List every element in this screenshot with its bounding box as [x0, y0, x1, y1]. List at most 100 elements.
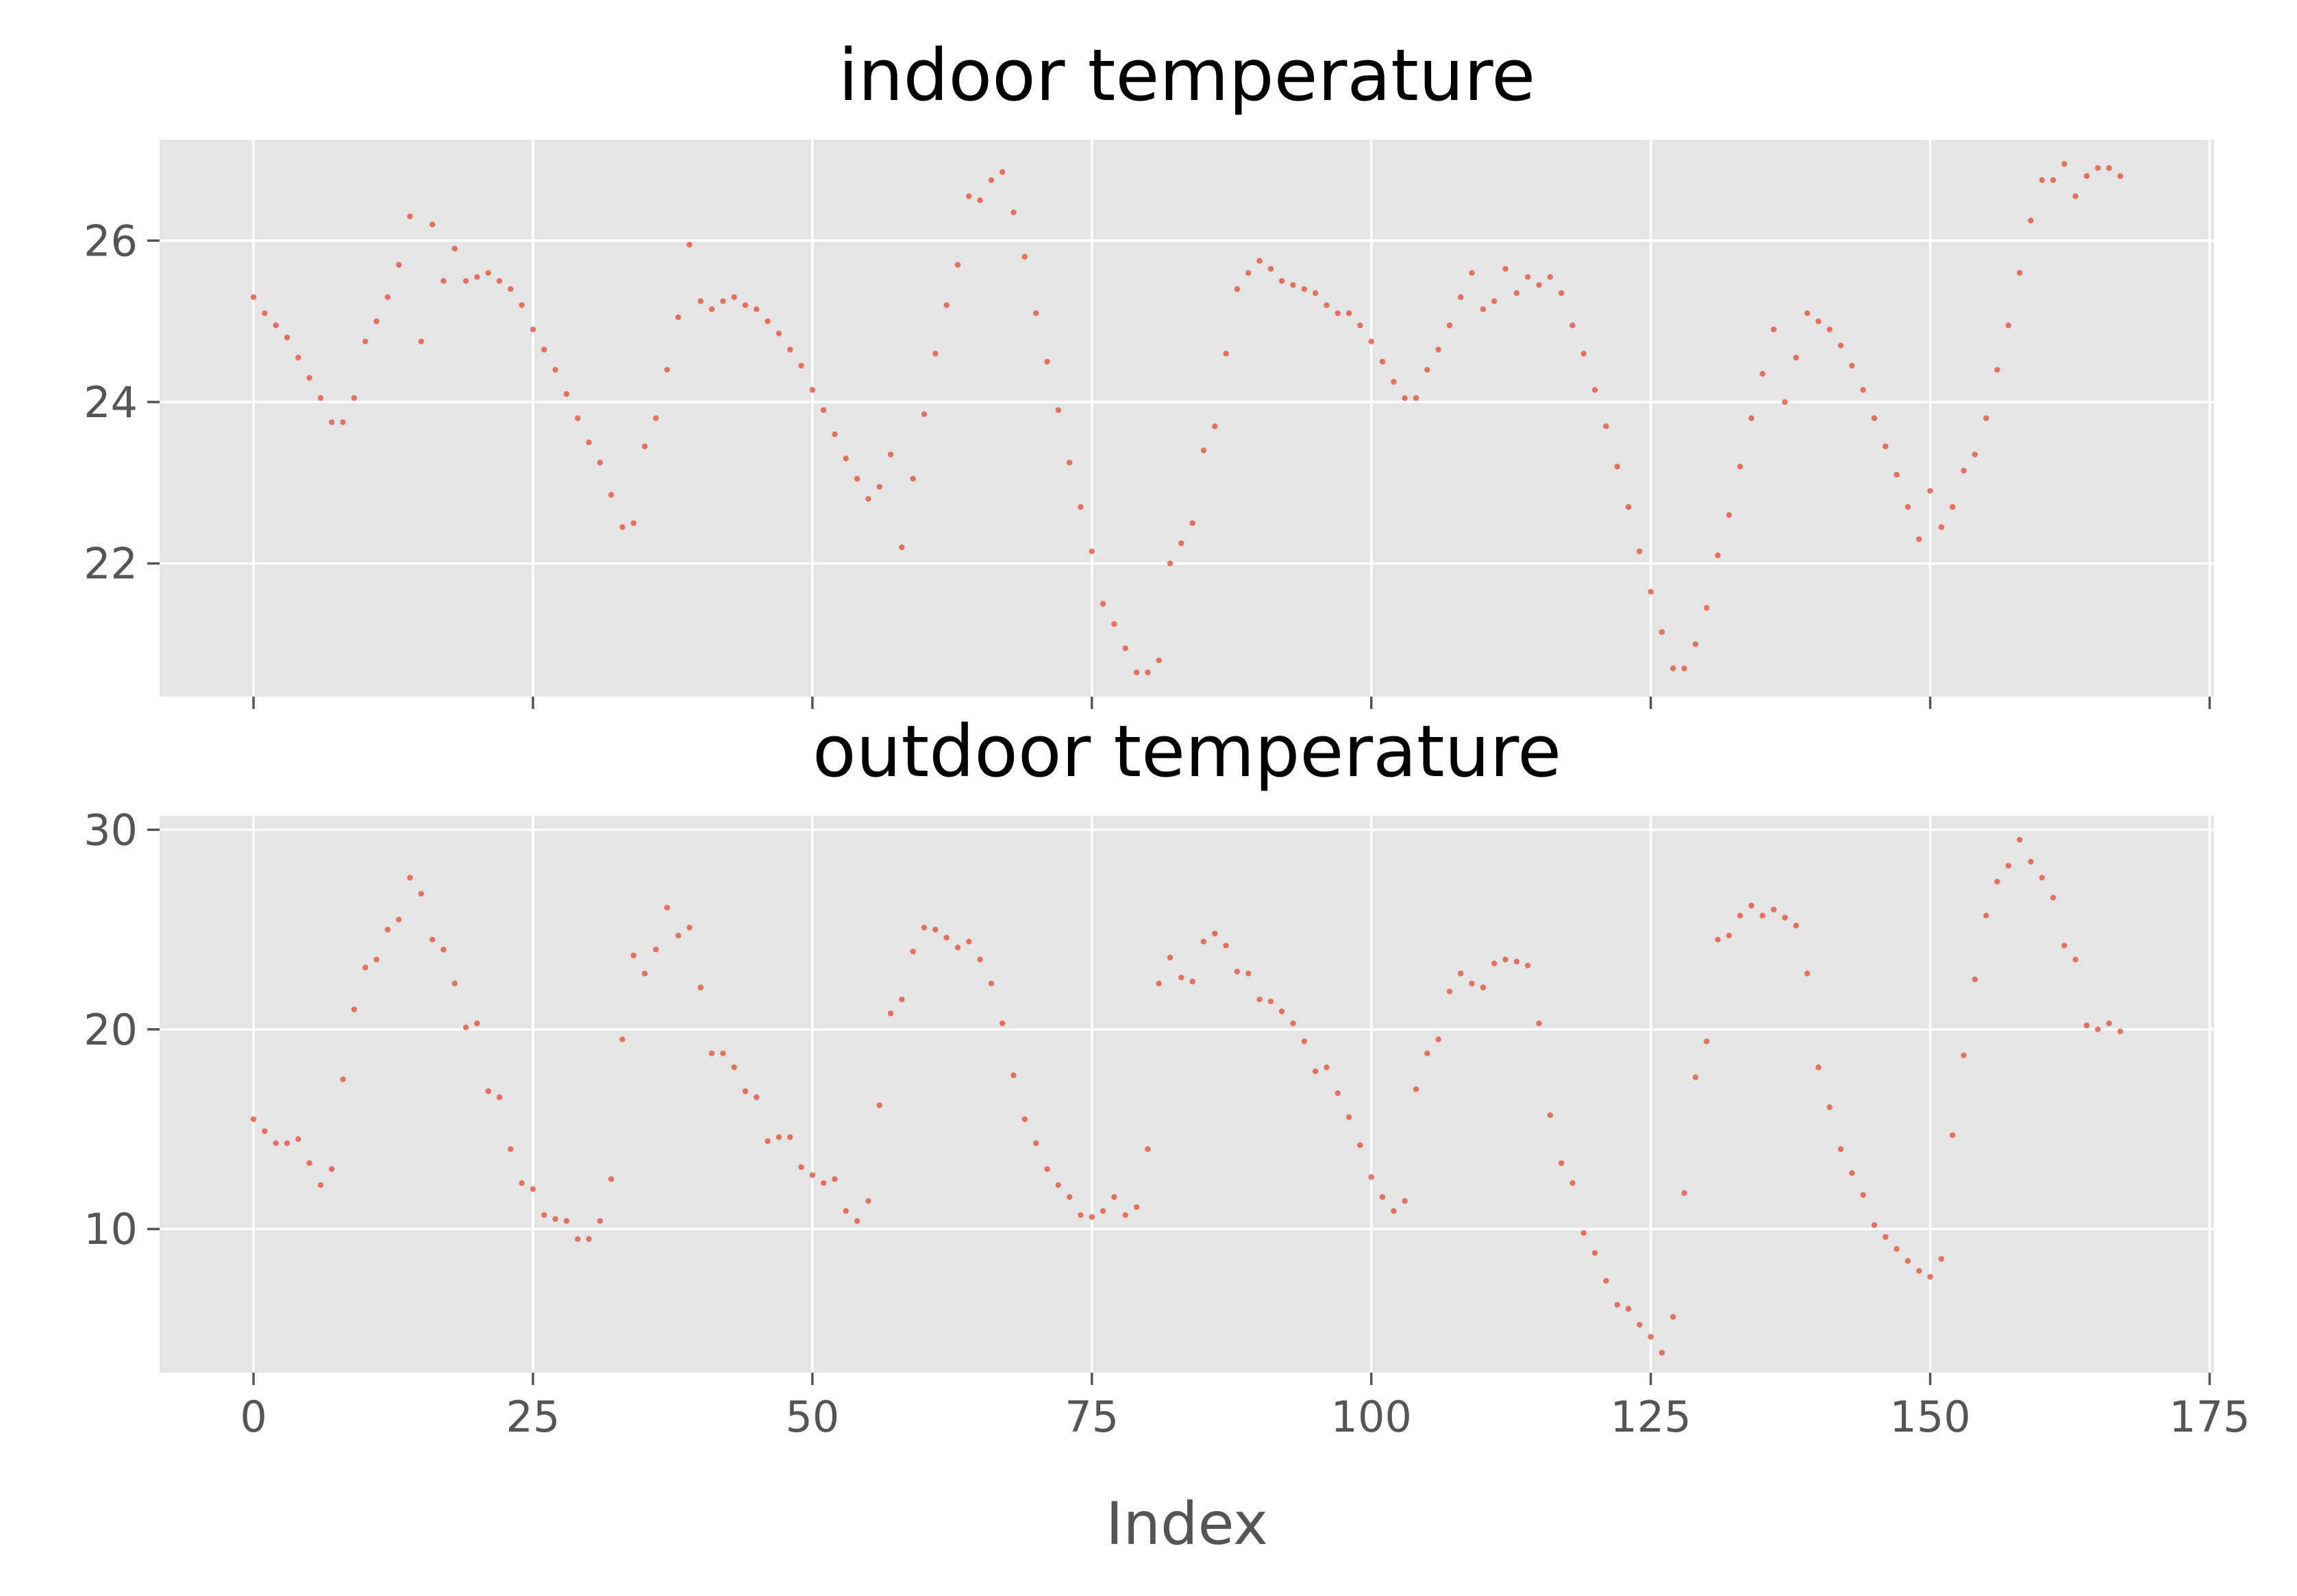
data-point [1200, 447, 1207, 453]
data-point [362, 338, 369, 345]
data-point [1480, 984, 1487, 990]
data-point [485, 270, 491, 276]
indoor-chart-title: indoor temperature [839, 34, 1536, 117]
data-point [586, 1236, 592, 1242]
data-point [418, 338, 425, 345]
data-point [1435, 1036, 1441, 1043]
data-point [686, 924, 693, 931]
data-point [1491, 298, 1498, 304]
data-point [1100, 601, 1106, 607]
data-point [619, 1036, 625, 1043]
data-point [653, 415, 659, 421]
data-point [1178, 540, 1184, 547]
data-point [977, 956, 983, 963]
data-point [1379, 1194, 1386, 1200]
data-point [1524, 274, 1531, 280]
data-point [2072, 956, 2078, 963]
data-point [1267, 998, 1274, 1005]
data-point [1078, 1212, 1084, 1218]
data-point [754, 306, 760, 312]
data-point [1167, 954, 1174, 961]
data-point [977, 197, 983, 203]
data-point [798, 1164, 804, 1171]
data-point [1435, 347, 1441, 353]
data-point [1178, 974, 1184, 981]
data-point [1055, 407, 1062, 413]
data-point [1715, 936, 1721, 943]
data-point [1883, 443, 1889, 449]
data-point [340, 419, 346, 425]
data-point [1357, 322, 1363, 329]
data-point [1357, 1142, 1363, 1149]
data-point [1402, 395, 1408, 401]
data-point [1055, 1182, 1062, 1188]
data-point [1033, 1140, 1039, 1147]
x-tick-label: 0 [240, 1392, 266, 1442]
data-point [988, 980, 995, 986]
data-point [809, 1172, 816, 1178]
data-point [1849, 1170, 1855, 1176]
data-point [1815, 318, 1822, 325]
data-point [821, 1180, 827, 1186]
data-point [1379, 358, 1386, 365]
data-point [1804, 310, 1811, 316]
data-point [273, 1140, 279, 1147]
data-point [1614, 463, 1620, 470]
data-point [1111, 1194, 1117, 1200]
data-point [1324, 1064, 1330, 1071]
data-point [317, 1182, 324, 1188]
data-point [1972, 976, 1978, 983]
data-point [775, 330, 782, 336]
data-point [273, 322, 279, 329]
data-point [954, 262, 961, 268]
data-point [2028, 858, 2034, 865]
data-point [1704, 1038, 1710, 1045]
data-point [1044, 1166, 1050, 1172]
data-point [1994, 366, 2000, 373]
data-point [395, 917, 402, 923]
data-point [1200, 938, 1207, 945]
data-point [608, 1176, 614, 1182]
data-point [1010, 1072, 1017, 1079]
data-point [1670, 1314, 1676, 1320]
data-point [1290, 1020, 1296, 1027]
data-point [575, 415, 581, 421]
data-point [474, 1020, 480, 1027]
data-point [1648, 588, 1654, 595]
data-point [1245, 270, 1252, 276]
data-point [2005, 862, 2011, 869]
data-point [1904, 1258, 1911, 1264]
data-point [686, 241, 693, 248]
data-point [1759, 371, 1766, 377]
data-point [474, 274, 480, 280]
x-tick-label: 50 [785, 1392, 839, 1442]
data-point [2028, 217, 2034, 224]
data-point [1044, 358, 1050, 365]
data-point [854, 1218, 860, 1224]
data-point [1536, 282, 1542, 288]
data-point [586, 439, 592, 446]
data-point [1770, 906, 1777, 913]
data-point [1089, 548, 1095, 555]
data-point [1156, 657, 1162, 664]
data-point [832, 1176, 838, 1182]
data-point [2039, 875, 2045, 881]
data-point [876, 1102, 882, 1108]
data-point [262, 310, 268, 316]
outdoor-temperature-panel: 0 25 50 75 100 125 150 175 10 20 30 outdoor temper… [84, 710, 2250, 1558]
data-point [1078, 503, 1084, 510]
y-tick-label: 20 [84, 1005, 138, 1055]
data-point [1324, 302, 1330, 308]
data-point [1278, 1008, 1285, 1014]
data-point [1458, 294, 1464, 300]
indoor-gridlines [160, 140, 2214, 697]
data-point [664, 904, 670, 911]
data-point [1189, 520, 1195, 526]
y-tick-label: 26 [84, 216, 138, 266]
data-point [395, 262, 402, 268]
data-point [1446, 988, 1453, 995]
data-point [1681, 665, 1687, 671]
data-point [329, 1166, 335, 1172]
data-point [697, 298, 704, 304]
